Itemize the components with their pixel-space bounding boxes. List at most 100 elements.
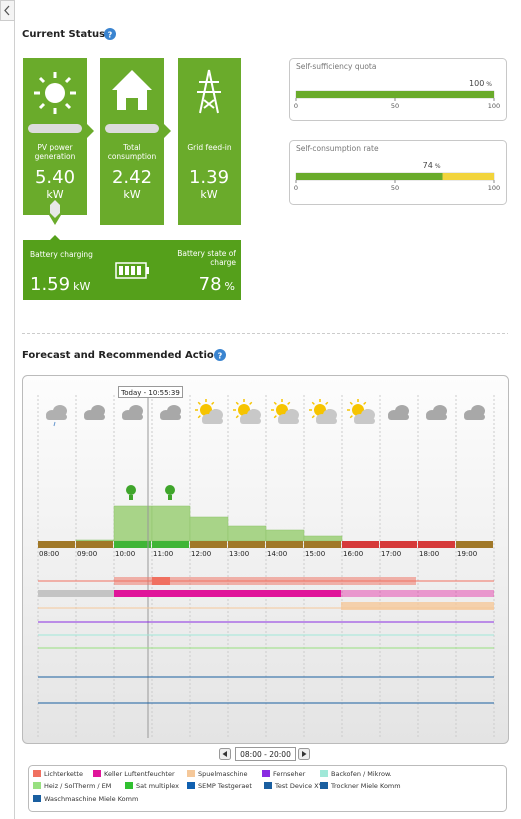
help-icon[interactable] xyxy=(104,28,116,40)
grid-tile xyxy=(178,58,241,225)
pv-forecast-bar xyxy=(113,505,153,542)
time-label: 10:00 xyxy=(115,550,135,558)
section-title: Current Status xyxy=(22,29,105,40)
gauge-rest xyxy=(442,173,494,180)
help-glyph: ? xyxy=(218,352,223,361)
legend-swatch xyxy=(264,782,272,789)
legend-swatch xyxy=(33,770,41,777)
house-icon xyxy=(112,70,152,110)
device-bar xyxy=(152,577,170,585)
pv-forecast-bar xyxy=(189,516,229,542)
sun-icon xyxy=(34,72,76,114)
battery-icon xyxy=(115,262,149,279)
legend-swatch xyxy=(187,782,195,789)
sun-ray xyxy=(273,415,277,419)
hour-status xyxy=(266,541,303,548)
cloud xyxy=(426,414,447,420)
flow-arrow xyxy=(87,124,94,138)
legend-label: Heiz / SolTherm / EM xyxy=(44,782,111,790)
time-label: 13:00 xyxy=(229,550,249,558)
tile-label: Grid feed-in xyxy=(187,143,232,152)
hour-status xyxy=(418,541,455,548)
device-bar xyxy=(341,602,494,610)
tile-unit: kW xyxy=(200,188,217,201)
tile-unit: kW xyxy=(123,188,140,201)
sun-ray xyxy=(273,401,277,405)
sun-ray xyxy=(249,401,253,405)
gauge-fill xyxy=(296,173,443,180)
sun xyxy=(352,404,364,416)
gauge-tick-label: 0 xyxy=(294,184,298,192)
progress-stripes xyxy=(28,124,159,133)
sun-ray xyxy=(349,401,353,405)
flow-down-icon xyxy=(50,200,60,218)
device-bar xyxy=(114,577,416,585)
legend-swatch xyxy=(93,770,101,777)
legend-label: Backofen / Mikrow. xyxy=(331,770,392,778)
cloud xyxy=(122,414,143,420)
device-bar xyxy=(38,590,114,597)
hour-status xyxy=(38,541,75,548)
forecast-chart: 08:00 09:00 10:00 11:00 12:00 13:00 14:00 15:00… xyxy=(37,386,495,738)
hour-status xyxy=(152,541,189,548)
sun-ray xyxy=(325,401,329,405)
recommendation-bulb xyxy=(165,485,175,495)
device-bar xyxy=(114,590,341,597)
legend-label: Sat multiplex xyxy=(136,782,179,790)
flow-arrow xyxy=(164,124,171,138)
sun-ray xyxy=(287,401,291,405)
recommendation-bulb xyxy=(126,485,136,495)
next-glyph xyxy=(302,751,307,757)
sun-ray xyxy=(349,415,353,419)
gauge-tick-label: 0 xyxy=(294,102,298,110)
tile-label: PV power generation xyxy=(34,143,76,161)
gauge-fill xyxy=(296,91,494,98)
section-title: Forecast and Recommended Action xyxy=(22,350,221,361)
help-glyph: ? xyxy=(108,31,113,40)
back-button[interactable] xyxy=(0,0,15,21)
legend-label: Spuelmaschine xyxy=(198,770,248,778)
time-label: 08:00 xyxy=(39,550,59,558)
help-icon[interactable] xyxy=(214,349,226,361)
legend-swatch xyxy=(33,795,41,802)
gauge-value: 74% xyxy=(423,161,441,170)
time-label: 11:00 xyxy=(153,550,173,558)
sun-ray xyxy=(235,401,239,405)
legend-label: Fernseher xyxy=(273,770,306,778)
gauge-value-unit: % xyxy=(435,163,441,170)
bulb-base xyxy=(168,495,172,500)
battery-unit: kW xyxy=(73,280,90,293)
hour-status xyxy=(114,541,151,548)
sun-ray xyxy=(197,415,201,419)
legend-label: Trockner Miele Komm xyxy=(330,782,401,790)
pylon-icon xyxy=(197,69,221,114)
cloud xyxy=(316,418,337,424)
sun-ray xyxy=(235,415,239,419)
gauge-value: 100% xyxy=(469,79,492,88)
cloud xyxy=(84,414,105,420)
legend-label: SEMP Testgeraet xyxy=(198,782,252,790)
time-label: 14:00 xyxy=(267,550,287,558)
legend-swatch xyxy=(125,782,133,789)
legend-label: Lichterkette xyxy=(44,770,83,778)
gauge-tick-label: 50 xyxy=(391,184,399,192)
legend-swatch xyxy=(262,770,270,777)
time-label: 12:00 xyxy=(191,550,211,558)
cloud xyxy=(160,414,181,420)
cloud xyxy=(240,418,261,424)
time-label: 09:00 xyxy=(77,550,97,558)
sun xyxy=(238,404,250,416)
gauge-value-number: 74 xyxy=(423,161,433,170)
time-label: 18:00 xyxy=(419,550,439,558)
legend-label: Waschmaschine Miele Komm xyxy=(44,795,138,803)
sun-ray xyxy=(363,401,367,405)
pv-forecast-bar xyxy=(227,525,267,542)
sun-ray xyxy=(211,401,215,405)
gauge-title: Self-consumption rate xyxy=(296,144,379,153)
time-label: 15:00 xyxy=(305,550,325,558)
legend: Lichterkette Keller Luftentfeuchter Spuelm… xyxy=(33,770,401,803)
battery-soc-label: Battery state of charge xyxy=(177,249,236,267)
pv-forecast-bar xyxy=(303,535,343,542)
range-box[interactable] xyxy=(235,747,296,761)
